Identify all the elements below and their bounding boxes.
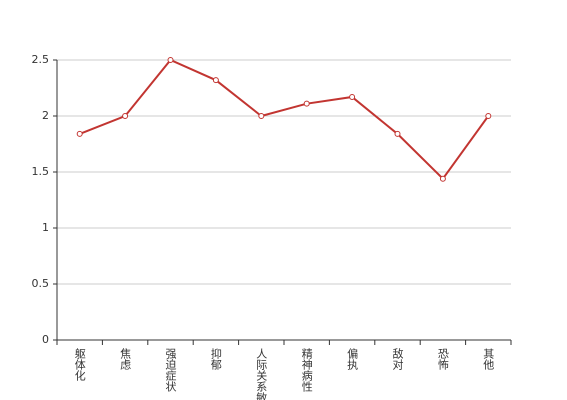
x-tick-label: 人际关系敏感: [255, 348, 268, 400]
x-tick-label: 偏执: [346, 347, 359, 371]
y-tick-label: 0: [42, 333, 49, 346]
point: [439, 175, 446, 182]
x-tick-label: 焦虑: [119, 348, 132, 370]
x-tick-label: 精神病性: [300, 348, 313, 393]
point: [167, 57, 174, 63]
point: [394, 130, 401, 137]
y-tick-label: 1.5: [32, 165, 50, 178]
x-tick-label: 躯体化: [73, 348, 86, 382]
point: [258, 113, 265, 119]
point: [303, 100, 310, 107]
point: [349, 93, 356, 100]
y-tick-label: 0.5: [32, 277, 50, 290]
point: [485, 113, 492, 119]
point: [76, 130, 83, 137]
point: [212, 77, 219, 84]
point: [122, 113, 129, 119]
x-tick-label: 抑郁: [209, 347, 222, 370]
x-tick-label: 敌对: [391, 347, 404, 370]
x-tick-label: 恐怖: [436, 348, 449, 370]
x-tick-label: 强迫症状: [164, 348, 177, 392]
y-tick-label: 2.5: [32, 53, 50, 66]
y-tick-label: 2: [42, 109, 49, 122]
y-tick-label: 1: [42, 221, 49, 234]
line: [79, 58, 490, 181]
x-tick-label: 其他: [482, 348, 495, 370]
